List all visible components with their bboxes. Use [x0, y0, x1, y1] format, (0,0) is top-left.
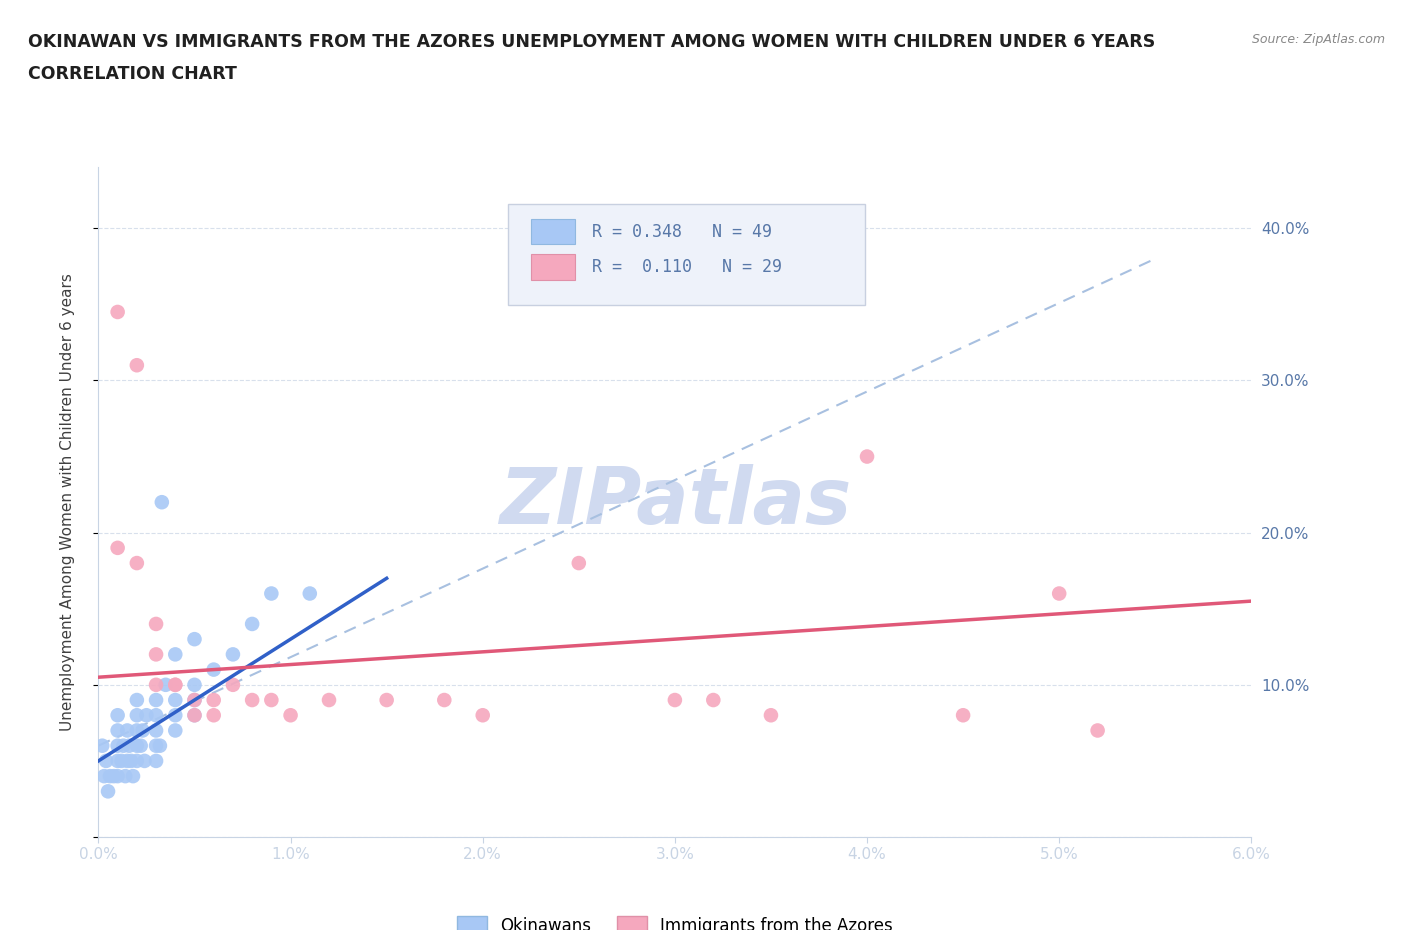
Point	[1047, 586, 1070, 601]
Point	[110, 753, 132, 768]
Point	[134, 753, 156, 768]
Point	[145, 617, 167, 631]
Point	[117, 723, 139, 737]
Text: ZIPatlas: ZIPatlas	[499, 464, 851, 540]
Point	[125, 708, 148, 723]
Point	[202, 708, 225, 723]
Point	[117, 753, 139, 768]
Point	[107, 304, 129, 319]
Point	[165, 708, 187, 723]
Point	[664, 693, 686, 708]
Point	[107, 738, 129, 753]
Point	[94, 753, 117, 768]
Point	[165, 693, 187, 708]
Y-axis label: Unemployment Among Women with Children Under 6 years: Unemployment Among Women with Children U…	[60, 273, 75, 731]
Point	[125, 753, 148, 768]
Point	[114, 769, 136, 784]
Point	[165, 723, 187, 737]
Point	[183, 708, 205, 723]
Point	[150, 495, 173, 510]
Point	[145, 647, 167, 662]
Point	[93, 769, 115, 784]
Point	[202, 662, 225, 677]
Point	[125, 555, 148, 570]
Point	[568, 555, 591, 570]
Point	[222, 677, 245, 692]
Point	[222, 647, 245, 662]
Point	[112, 738, 135, 753]
Point	[107, 753, 129, 768]
Point	[183, 631, 205, 646]
Point	[759, 708, 782, 723]
Point	[1087, 723, 1109, 737]
Point	[145, 693, 167, 708]
Point	[280, 708, 302, 723]
Point	[135, 708, 157, 723]
Point	[165, 677, 187, 692]
Point	[260, 586, 283, 601]
Point	[107, 540, 129, 555]
Point	[375, 693, 398, 708]
Text: CORRELATION CHART: CORRELATION CHART	[28, 65, 238, 83]
Point	[318, 693, 340, 708]
Text: R =  0.110   N = 29: R = 0.110 N = 29	[592, 259, 782, 276]
Legend: Okinawans, Immigrants from the Azores: Okinawans, Immigrants from the Azores	[450, 909, 900, 930]
Point	[155, 677, 177, 692]
Point	[183, 693, 205, 708]
Point	[125, 738, 148, 753]
Point	[240, 617, 263, 631]
Point	[952, 708, 974, 723]
Point	[145, 753, 167, 768]
Point	[702, 693, 724, 708]
Point	[856, 449, 879, 464]
Point	[107, 708, 129, 723]
Point	[145, 708, 167, 723]
Text: Source: ZipAtlas.com: Source: ZipAtlas.com	[1251, 33, 1385, 46]
Point	[131, 723, 153, 737]
Point	[129, 738, 152, 753]
Point	[165, 647, 187, 662]
Point	[125, 723, 148, 737]
Point	[471, 708, 494, 723]
Point	[103, 769, 125, 784]
Point	[120, 753, 142, 768]
FancyBboxPatch shape	[531, 219, 575, 245]
Text: R = 0.348   N = 49: R = 0.348 N = 49	[592, 222, 772, 241]
Point	[107, 723, 129, 737]
Point	[125, 693, 148, 708]
Point	[107, 769, 129, 784]
Point	[122, 769, 145, 784]
Point	[183, 693, 205, 708]
Point	[97, 784, 120, 799]
Point	[165, 677, 187, 692]
Point	[145, 738, 167, 753]
Point	[149, 738, 172, 753]
Point	[433, 693, 456, 708]
Point	[260, 693, 283, 708]
Point	[91, 738, 114, 753]
Text: OKINAWAN VS IMMIGRANTS FROM THE AZORES UNEMPLOYMENT AMONG WOMEN WITH CHILDREN UN: OKINAWAN VS IMMIGRANTS FROM THE AZORES U…	[28, 33, 1156, 50]
FancyBboxPatch shape	[508, 205, 865, 305]
Point	[183, 677, 205, 692]
Point	[118, 738, 141, 753]
Point	[98, 769, 121, 784]
Point	[202, 693, 225, 708]
Point	[145, 677, 167, 692]
Point	[298, 586, 321, 601]
Point	[145, 723, 167, 737]
Point	[240, 693, 263, 708]
FancyBboxPatch shape	[531, 255, 575, 280]
Point	[183, 708, 205, 723]
Point	[125, 358, 148, 373]
